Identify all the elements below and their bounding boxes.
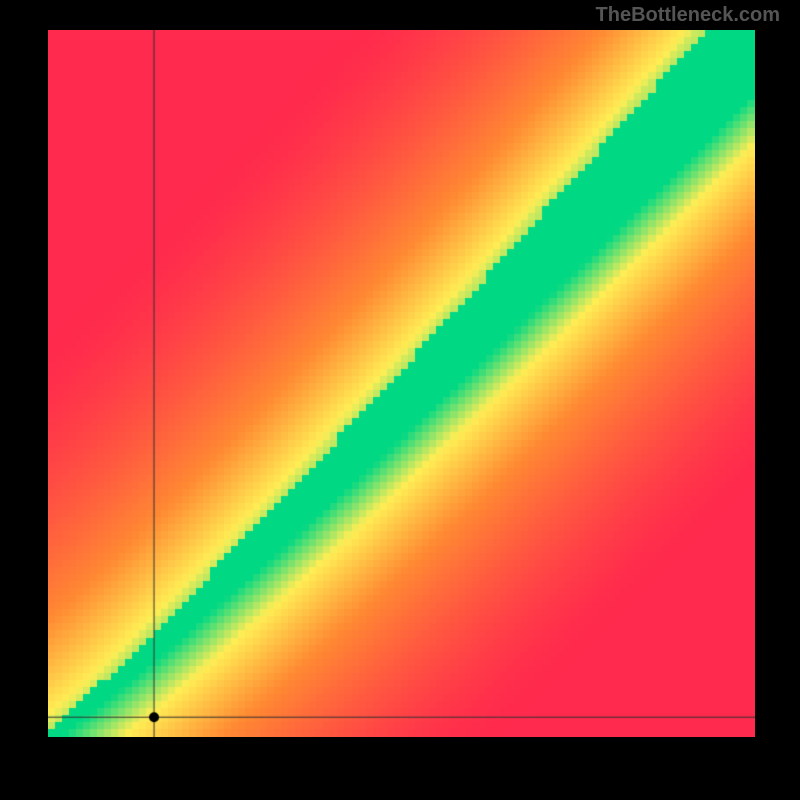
heatmap-canvas bbox=[48, 30, 755, 737]
watermark: TheBottleneck.com bbox=[596, 4, 780, 27]
heatmap-plot bbox=[48, 30, 755, 737]
chart-container: TheBottleneck.com bbox=[0, 0, 800, 800]
